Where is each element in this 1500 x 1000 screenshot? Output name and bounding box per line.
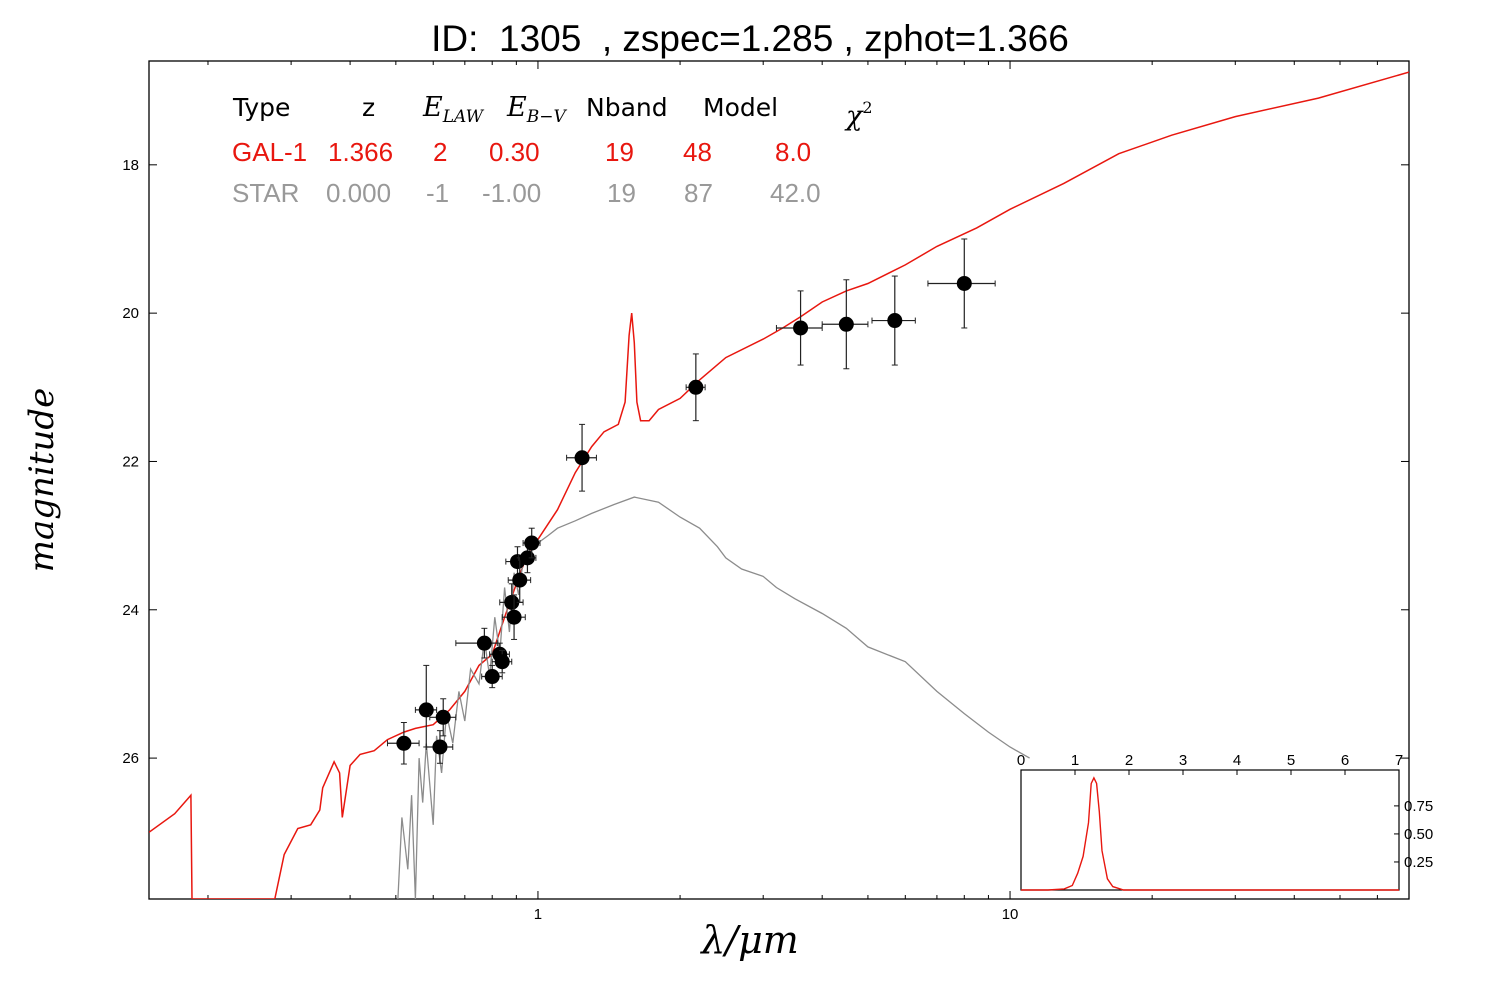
photometry-point [685,353,706,422]
star-row-nband: 19 [607,178,636,208]
ebv-base: E [507,92,527,123]
photometry-point [501,594,526,640]
data-marker [494,654,510,670]
photometry-point [481,664,503,689]
data-marker [418,702,434,718]
photometry-point [414,664,438,748]
y-axis-label: magnitude [22,387,62,573]
x-tick-label: 1 [534,906,542,923]
star-row-z: 0.000 [326,178,392,208]
plot-frame [148,60,1410,900]
table-header-type: Type [233,93,291,122]
photometry-point [821,279,869,370]
pdf-curve [1021,776,1399,891]
y-tick-label: 22 [122,453,139,470]
table-header-nband: Nband [586,93,668,122]
photometry-point [871,275,916,366]
photometry-point [386,722,420,765]
elaw-sub: LAW [442,107,484,127]
data-marker [574,450,590,466]
inset-y-tick-label: 0.75 [1404,798,1433,815]
gal-row-model: 48 [683,137,712,167]
star-row-ebv: -1.00 [482,178,542,208]
star-row-type: STAR [232,178,300,208]
x-axis-label: λ/μm [701,918,799,962]
y-tick-label: 26 [122,750,139,767]
y-tick-label: 18 [122,157,139,174]
photometry-point [927,238,996,329]
gal-row-elaw: 2 [433,137,448,167]
photometry-point [775,290,823,366]
photometry-point [507,557,532,603]
data-marker [506,609,522,625]
gal-row-type: GAL-1 [232,137,308,167]
data-marker [688,379,704,395]
elaw-base: E [423,92,443,123]
inset-x-tick-label: 5 [1287,752,1295,769]
inset-x-tick-label: 4 [1233,752,1241,769]
data-marker [956,275,972,291]
y-tick-label: 20 [122,305,139,322]
gal-row-ebv: 0.30 [489,137,540,167]
ebv-sub: B−V [526,107,566,127]
chart-title: ID: 1305 , zspec=1.285 , zphot=1.366 [431,18,1069,59]
inset-x-tick-label: 6 [1341,752,1349,769]
photometry-point [522,527,541,559]
data-marker [484,669,500,685]
data-marker [435,709,451,725]
inset-y-tick-label: 0.50 [1404,826,1433,843]
data-marker [838,316,854,332]
inset-frame [1020,769,1400,891]
data-marker [524,535,540,551]
gal-row-nband: 19 [605,137,634,167]
data-marker [476,635,492,651]
chi2-sup: 2 [862,98,873,117]
data-marker [512,572,528,588]
photometry-point [499,583,524,622]
table-header-ebv: EB−V [507,92,566,133]
data-marker [887,313,903,329]
inset-x-tick-label: 3 [1179,752,1187,769]
photometry-point [429,698,457,737]
table-header-model: Model [703,93,779,122]
inset-x-tick-label: 1 [1071,752,1079,769]
y-tick-label: 24 [122,602,139,619]
x-tick-label: 10 [1002,906,1019,923]
inset-x-tick-label: 7 [1395,752,1403,769]
table-header-elaw: ELAW [423,92,483,133]
inset-x-tick-label: 2 [1125,752,1133,769]
photometry-point [491,650,513,674]
chi2-base: χ [846,101,863,132]
data-marker [504,594,520,610]
photometry-point [425,730,454,764]
data-marker [793,320,809,336]
gal-row-z: 1.366 [328,137,394,167]
gal-row-chi2: 8.0 [775,137,812,167]
pdf-inset: 0 1 2 3 4 5 6 7 0.25 0.50 0.75 [1017,752,1433,891]
star-row-chi2: 42.0 [770,178,821,208]
star-row-elaw: -1 [426,178,450,208]
data-marker [432,739,448,755]
data-marker [396,735,412,751]
inset-x-tick-label: 0 [1017,752,1025,769]
star-row-model: 87 [684,178,713,208]
inset-y-tick-label: 0.25 [1404,854,1433,871]
photometry-point [566,423,597,492]
table-header-z: z [362,93,376,122]
series-line-star [397,496,1030,899]
table-header-chi2: χ2 [846,92,873,133]
